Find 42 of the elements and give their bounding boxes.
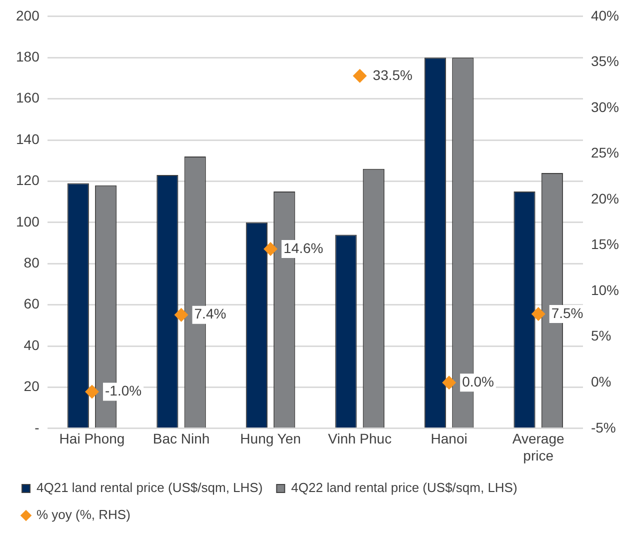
y2-tick-label: 35% [590, 53, 620, 70]
legend-label: % yoy (%, RHS) [36, 507, 130, 522]
x-tick-label: Bac Ninh [152, 430, 210, 447]
y-tick-label: 100 [16, 213, 40, 230]
y2-tick-label: 30% [590, 98, 620, 115]
y-tick-label: - [34, 419, 40, 436]
y-tick-label: 200 [16, 7, 40, 24]
y2-tick-label: 40% [590, 7, 620, 24]
y-tick-label: 120 [16, 172, 40, 188]
data-label: 0.0% [462, 373, 494, 390]
x-tick-label: Hanoi [430, 430, 468, 447]
point [264, 242, 278, 256]
point [84, 384, 99, 399]
y2-tick-label: 5% [590, 328, 612, 344]
data-label: 7.4% [194, 306, 226, 322]
data-label: -1.0% [104, 382, 142, 399]
y2-tick-label: 0% [590, 373, 612, 390]
y-tick-label: 80 [24, 254, 40, 270]
y-tick-label: 140 [16, 130, 40, 147]
point [442, 376, 456, 390]
y-tick-label: 60 [24, 296, 40, 312]
data-label: 7.5% [551, 304, 584, 321]
y2-tick-label: 20% [590, 190, 620, 206]
data-label: 14.6% [284, 240, 324, 256]
data-label: 33.5% [372, 66, 413, 83]
legend-label: 4Q22 land rental price (US$/sqm, LHS) [291, 480, 518, 496]
y-tick-label: 20 [24, 378, 40, 394]
legend-label: 4Q21 land rental price (US$/sqm, LHS) [36, 480, 263, 496]
y2-tick-label: 15% [590, 236, 620, 252]
y2-tick-label: -5% [590, 419, 616, 436]
point [531, 306, 546, 321]
y2-tick-label: 25% [590, 144, 620, 161]
x-tick-label: Average price [512, 430, 564, 464]
x-tick-label: Hung Yen [240, 430, 301, 447]
x-tick-label: Hai Phong [59, 430, 125, 447]
y-tick-label: 160 [16, 90, 40, 106]
y2-tick-label: 10% [590, 282, 620, 298]
x-tick-label: Vinh Phuc [328, 430, 392, 447]
point [352, 68, 367, 83]
y-tick-label: 180 [16, 48, 40, 64]
point [174, 308, 188, 322]
y-tick-label: 40 [24, 336, 40, 353]
